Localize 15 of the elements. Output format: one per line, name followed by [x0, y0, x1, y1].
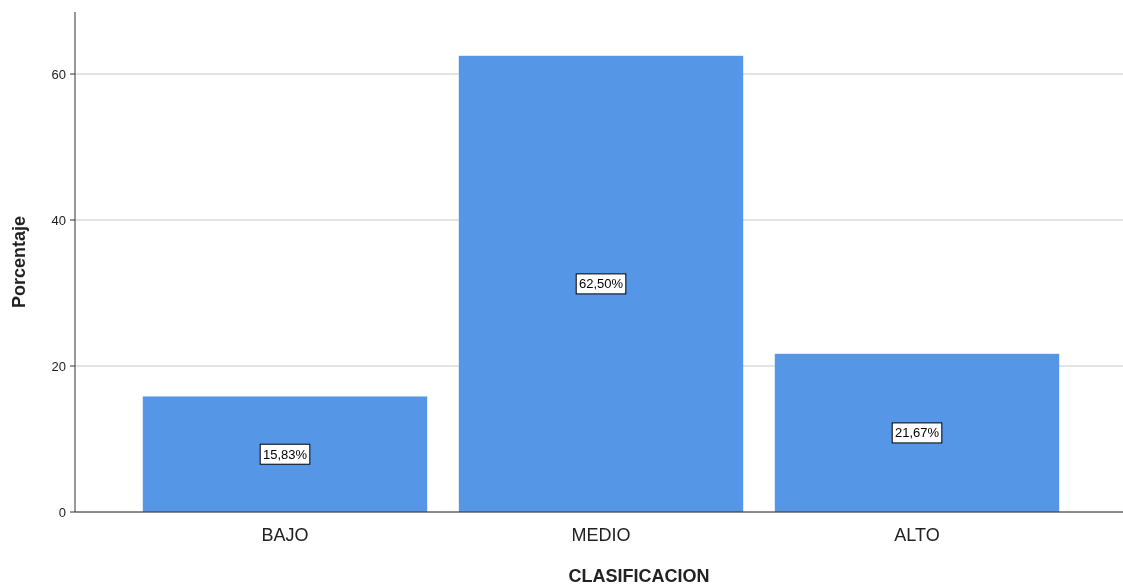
- data-label: 15,83%: [262, 446, 308, 462]
- y-tick-label: 40: [51, 212, 66, 228]
- y-tick-label: 60: [51, 66, 66, 82]
- bar: [774, 353, 1060, 512]
- x-axis-title: CLASIFICACION: [568, 566, 710, 586]
- y-axis-title: Porcentaje: [9, 215, 29, 309]
- y-tick-label: 0: [58, 504, 66, 520]
- y-tick-label: 20: [51, 358, 66, 374]
- x-tick-label: MEDIO: [571, 525, 631, 545]
- x-tick-label: ALTO: [894, 525, 940, 545]
- bar: [142, 396, 428, 512]
- data-label: 62,50%: [578, 276, 624, 292]
- bar: [458, 55, 744, 512]
- x-tick-label: BAJO: [261, 525, 309, 545]
- data-label: 21,67%: [894, 425, 940, 441]
